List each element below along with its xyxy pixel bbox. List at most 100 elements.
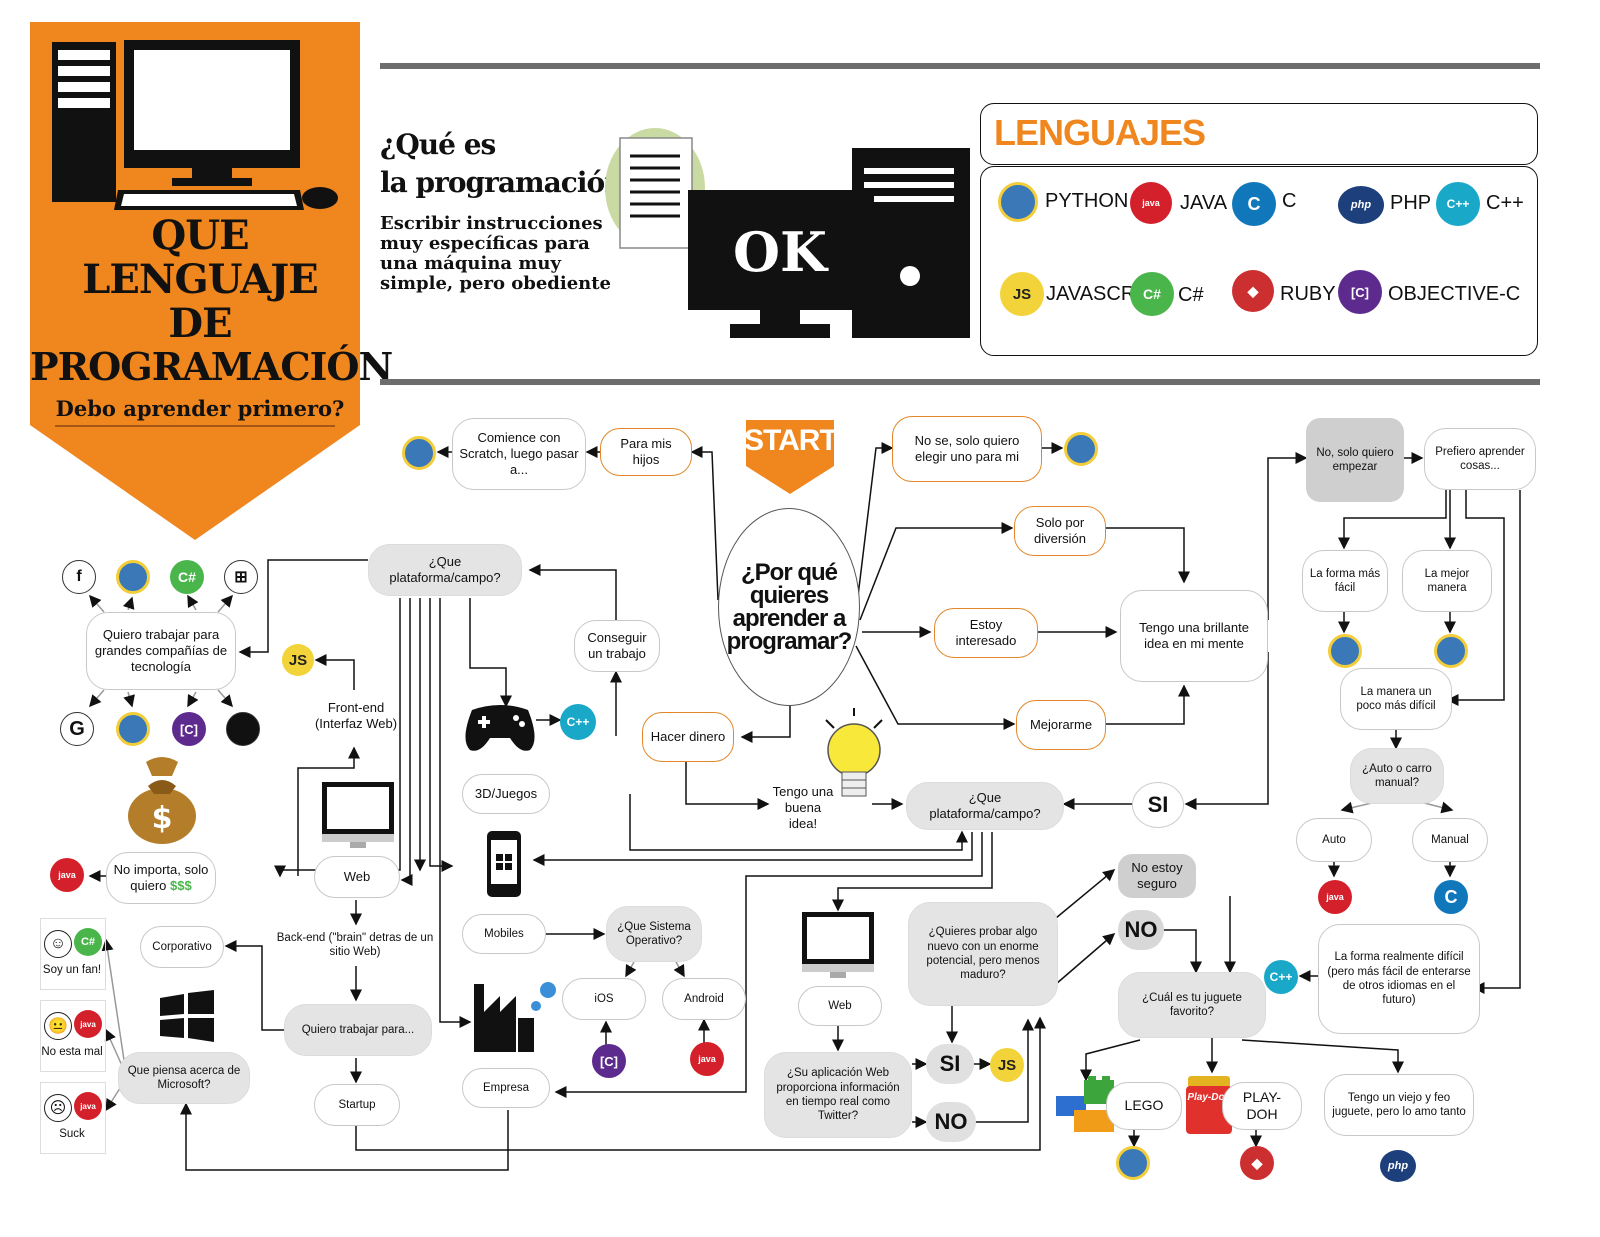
play-doh-icon: [1186, 1076, 1232, 1134]
python-icon: [402, 436, 436, 470]
top-rule: [380, 63, 1540, 69]
objective-c-icon: [C]: [1338, 270, 1382, 314]
web-mid-node: Web: [798, 986, 882, 1026]
scratch-node: Comience con Scratch, luego pasar a...: [452, 418, 586, 490]
solo-empezar-node: No, solo quiero empezar: [1306, 418, 1404, 502]
intro-body-4: simple, pero obediente: [380, 273, 611, 294]
facil-node: La forma más fácil: [1302, 550, 1388, 612]
python-icon: [998, 182, 1038, 222]
title-line-4: PROGRAMACIÓN: [30, 344, 393, 389]
javascript-icon: JS: [990, 1048, 1024, 1082]
fan-label: Soy un fan!: [42, 964, 102, 976]
buena-idea-node: Tengo una buena idea!: [772, 783, 834, 832]
no-node-3: NO: [1118, 910, 1164, 950]
probar-node: ¿Quieres probar algo nuevo con un enorme…: [908, 902, 1058, 1006]
csharp-icon: C#: [74, 928, 102, 956]
idea-brillante-node: Tengo una brillante idea en mi mente: [1120, 590, 1268, 682]
facebook-icon: f: [62, 560, 96, 594]
conseguir-trabajo-node: Conseguir un trabajo: [574, 620, 660, 672]
suck-box: [40, 1082, 106, 1154]
java-icon: java: [690, 1042, 724, 1076]
intro-heading-1: ¿Qué es: [380, 128, 496, 161]
no-importa-text: No importa, solo quiero: [113, 861, 209, 893]
lang-c-label: C: [1282, 190, 1297, 212]
gamepad-icon: [465, 705, 535, 751]
lego-node: LEGO: [1106, 1082, 1182, 1130]
lang-php-label: PHP: [1390, 192, 1432, 214]
lang-javascript-label: JAVASCRIT: [1046, 283, 1154, 305]
interesado-node: Estoy interesado: [934, 608, 1038, 658]
java-icon: java: [50, 858, 84, 892]
playdoh-node: PLAY-DOH: [1222, 1082, 1302, 1130]
cpp-icon: C++: [1436, 182, 1480, 226]
auto-carro-node: ¿Auto o carro manual?: [1350, 748, 1444, 804]
auto-node: Auto: [1296, 818, 1372, 862]
java-icon: java: [1130, 182, 1172, 224]
title-subtitle: Debo aprender primero?: [55, 396, 345, 421]
android-node: Android: [662, 978, 746, 1020]
ruby-icon: ◆: [1232, 270, 1274, 312]
fan-box: [40, 918, 106, 990]
mejorarme-node: Mejorarme: [1016, 700, 1106, 750]
companias-node: Quiero trabajar para grandes compañías d…: [86, 612, 236, 690]
ok-text: OK: [733, 220, 827, 284]
twitter-node: ¿Su aplicación Web proporciona informaci…: [764, 1052, 912, 1138]
prefiero-node: Prefiero aprender cosas...: [1424, 428, 1536, 490]
manual-node: Manual: [1412, 818, 1488, 862]
python-icon: [116, 712, 150, 746]
poco-dificil-node: La manera un poco más difícil: [1340, 668, 1452, 730]
lenguajes-heading: LENGUAJES: [994, 112, 1206, 153]
neutral-face-icon: 😐: [44, 1012, 72, 1040]
start-arrow: [746, 420, 834, 494]
empresa-node: Empresa: [462, 1068, 550, 1108]
intro-body-3: una máquina muy: [380, 253, 561, 274]
diversion-node: Solo por diversión: [1014, 506, 1106, 556]
web-left-node: Web: [314, 856, 400, 898]
no-mal-label: No esta mal: [41, 1046, 103, 1058]
java-icon: java: [74, 1092, 102, 1120]
python-icon: [1328, 634, 1362, 668]
sistema-node: ¿Que Sistema Operativo?: [606, 906, 702, 962]
startup-node: Startup: [314, 1084, 400, 1126]
python-icon: [116, 560, 150, 594]
si-node-2: SI: [926, 1044, 974, 1084]
plataforma-left-node: ¿Que plataforma/campo?: [368, 544, 522, 596]
python-icon: [1434, 634, 1468, 668]
intro-heading-2: la programación?: [380, 166, 640, 199]
cpp-icon: C++: [1264, 960, 1298, 994]
objective-c-icon: [C]: [172, 712, 206, 746]
lenguajes-header-box: [980, 103, 1538, 165]
csharp-icon: C#: [170, 560, 204, 594]
javascript-icon: JS: [282, 644, 314, 676]
suck-label: Suck: [59, 1128, 85, 1140]
smile-face-icon: ☺: [44, 930, 72, 958]
javascript-icon: JS: [1000, 272, 1044, 316]
money-text: $$$: [170, 878, 192, 893]
java-icon: java: [74, 1010, 102, 1038]
no-node-2: NO: [926, 1102, 976, 1142]
microsoft-node: Que piensa acerca de Microsoft?: [118, 1052, 250, 1104]
java-icon: java: [1318, 880, 1352, 914]
no-mal-box: [40, 1000, 106, 1072]
ok-computer-illustration: [605, 128, 970, 338]
apple-icon: [226, 712, 260, 746]
lang-cpp-label: C++: [1486, 192, 1524, 214]
google-icon: G: [60, 712, 94, 746]
hacer-dinero-node: Hacer dinero: [642, 712, 734, 762]
juegos-node: 3D/Juegos: [462, 774, 550, 814]
windows-icon: ⊞: [224, 560, 258, 594]
why-node: ¿Por qué quieres aprender a programar?: [718, 508, 860, 706]
monitor-icon: [322, 782, 394, 848]
ruby-icon: ◆: [1240, 1146, 1274, 1180]
python-icon: [1116, 1146, 1150, 1180]
lang-objective-c-label: OBJECTIVE-C: [1388, 283, 1521, 305]
no-importa-node: No importa, solo quiero $$$: [106, 852, 216, 904]
title-line-3: DE: [168, 300, 232, 347]
lang-ruby-label: RUBY: [1280, 283, 1336, 305]
no-seguro-node: No estoy seguro: [1118, 854, 1196, 898]
cpp-icon: C++: [560, 704, 596, 740]
php-icon: php: [1338, 186, 1384, 224]
python-icon: [1064, 432, 1098, 466]
title-line-2: LENGUAJE: [82, 256, 318, 303]
